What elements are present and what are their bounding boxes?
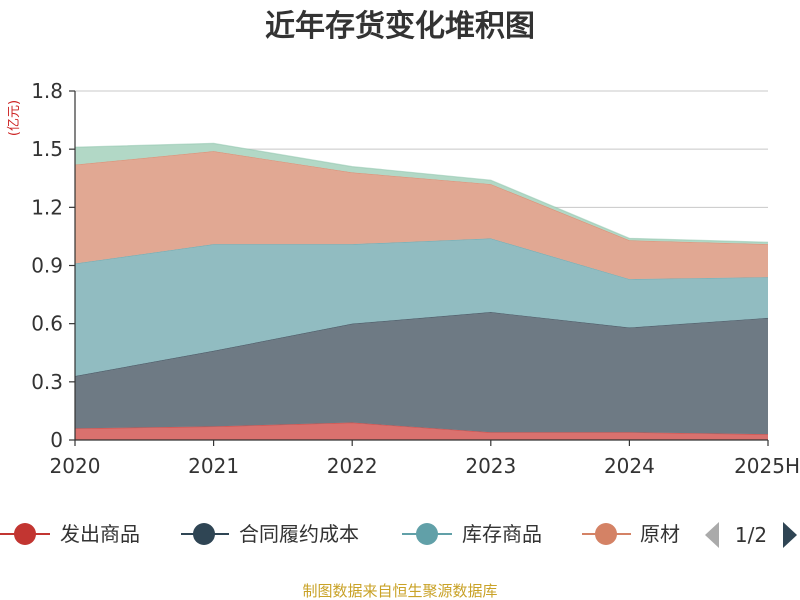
y-tick-label: 0.3 [31,370,63,394]
area-series-0 [75,422,768,440]
legend-marker-icon [595,523,617,545]
legend-item-1[interactable]: 合同履约成本 [181,522,359,546]
y-unit-label: (亿元) [7,100,22,136]
legend-label: 原材 [640,522,680,546]
legend-item-3[interactable]: 原材 [582,522,680,546]
x-tick-label: 2023 [465,454,516,478]
y-tick-label: 0 [50,428,63,452]
x-tick-label: 2025H [734,454,800,478]
legend-page-indicator: 1/2 [735,523,767,547]
series-line-4 [74,142,769,243]
legend-next-arrow-icon[interactable] [783,522,797,548]
legend: 发出商品 合同履约成本 库存商品 原材 1/2 [0,522,797,548]
area-series-1 [75,312,768,435]
y-tick-label: 0.9 [31,254,63,278]
legend-label: 发出商品 [60,522,140,546]
legend-prev-arrow-icon[interactable] [705,522,719,548]
legend-label: 合同履约成本 [239,522,359,546]
legend-item-2[interactable]: 库存商品 [402,522,542,546]
x-tick-label: 2022 [327,454,378,478]
y-tick-label: 1.8 [31,79,63,103]
y-tick-label: 1.5 [31,137,63,161]
y-tick-label: 1.2 [31,195,63,219]
y-tick-label: 0.6 [31,312,63,336]
x-axis-ticks: 2020 2021 2022 2023 2024 2025H [50,440,800,478]
legend-item-0[interactable]: 发出商品 [0,522,140,546]
chart-title: 近年存货变化堆积图 [265,9,535,44]
source-note: 制图数据来自恒生聚源数据库 [302,582,497,600]
legend-label: 库存商品 [462,522,542,546]
y-axis-ticks: 0 0.3 0.6 0.9 1.2 1.5 1.8 [31,79,75,452]
legend-marker-icon [14,523,36,545]
legend-marker-icon [416,523,438,545]
legend-marker-icon [193,523,215,545]
area-series-4 [75,143,768,245]
x-tick-label: 2021 [188,454,239,478]
stacked-areas [74,142,769,440]
x-tick-label: 2020 [50,454,101,478]
area-series-2 [75,238,768,377]
area-series-3 [75,151,768,280]
x-tick-label: 2024 [604,454,655,478]
